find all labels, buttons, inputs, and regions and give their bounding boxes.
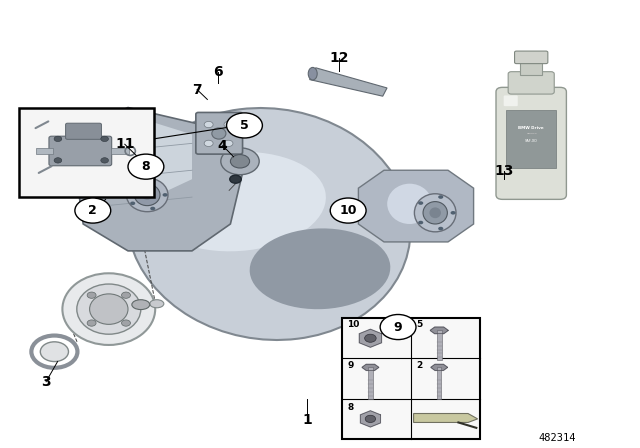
Circle shape	[438, 195, 444, 199]
Bar	[36, 148, 54, 154]
Ellipse shape	[387, 184, 432, 224]
Polygon shape	[359, 329, 381, 347]
Circle shape	[418, 201, 423, 205]
Text: 8: 8	[141, 160, 150, 173]
Text: 6: 6	[212, 65, 223, 79]
Text: 4: 4	[218, 138, 228, 153]
Circle shape	[150, 207, 156, 210]
Circle shape	[330, 198, 366, 223]
Polygon shape	[413, 414, 477, 422]
Circle shape	[365, 334, 376, 342]
Ellipse shape	[212, 128, 226, 139]
Circle shape	[224, 121, 233, 128]
Text: SAF-XO: SAF-XO	[525, 139, 538, 143]
FancyBboxPatch shape	[66, 123, 101, 139]
Ellipse shape	[63, 273, 156, 345]
Circle shape	[204, 121, 213, 128]
FancyBboxPatch shape	[49, 136, 112, 166]
Text: 10: 10	[339, 204, 357, 217]
Polygon shape	[360, 411, 380, 427]
Ellipse shape	[40, 342, 68, 362]
Text: 10: 10	[348, 320, 360, 329]
Text: 8: 8	[348, 403, 354, 412]
Circle shape	[204, 140, 213, 146]
Polygon shape	[310, 68, 387, 96]
Circle shape	[87, 320, 96, 326]
Bar	[111, 148, 129, 154]
Circle shape	[130, 202, 135, 205]
Circle shape	[87, 292, 96, 298]
Circle shape	[438, 227, 444, 230]
Text: 2: 2	[417, 361, 422, 370]
Circle shape	[122, 320, 131, 326]
Circle shape	[128, 154, 164, 179]
Bar	[19, 108, 154, 197]
Text: 3: 3	[41, 375, 51, 389]
Bar	[520, 61, 542, 75]
Text: 482314: 482314	[538, 433, 575, 443]
Circle shape	[122, 292, 131, 298]
Polygon shape	[430, 327, 448, 334]
Circle shape	[418, 221, 423, 224]
Ellipse shape	[150, 300, 164, 308]
FancyBboxPatch shape	[504, 95, 518, 106]
Polygon shape	[362, 364, 379, 370]
Text: 9: 9	[348, 361, 354, 370]
Ellipse shape	[127, 178, 168, 212]
FancyBboxPatch shape	[196, 112, 243, 154]
Circle shape	[130, 185, 135, 188]
Circle shape	[380, 314, 416, 340]
Ellipse shape	[221, 148, 259, 175]
Polygon shape	[96, 116, 192, 197]
FancyBboxPatch shape	[508, 72, 554, 94]
Ellipse shape	[127, 108, 410, 340]
Ellipse shape	[230, 175, 241, 183]
Ellipse shape	[415, 194, 456, 232]
Ellipse shape	[148, 152, 326, 251]
Text: 5: 5	[240, 119, 249, 132]
Circle shape	[75, 198, 111, 223]
Circle shape	[451, 211, 456, 215]
Circle shape	[150, 180, 156, 183]
Text: 12: 12	[330, 51, 349, 65]
Ellipse shape	[77, 284, 141, 334]
Circle shape	[101, 158, 109, 163]
Circle shape	[365, 415, 376, 422]
Text: 9: 9	[394, 320, 403, 334]
Polygon shape	[358, 170, 474, 242]
Ellipse shape	[132, 300, 150, 310]
Circle shape	[227, 113, 262, 138]
Ellipse shape	[230, 155, 250, 168]
Circle shape	[54, 158, 62, 163]
Text: 2: 2	[88, 204, 97, 217]
Ellipse shape	[308, 67, 317, 80]
Bar	[506, 110, 556, 168]
Ellipse shape	[134, 184, 160, 206]
Circle shape	[54, 136, 62, 142]
Polygon shape	[431, 364, 447, 370]
Text: 1: 1	[302, 413, 312, 427]
FancyBboxPatch shape	[515, 51, 548, 64]
Ellipse shape	[250, 228, 390, 309]
Bar	[368, 367, 372, 399]
Circle shape	[163, 193, 168, 197]
Circle shape	[101, 136, 109, 142]
Ellipse shape	[141, 190, 153, 200]
Bar	[437, 367, 442, 399]
Ellipse shape	[429, 207, 441, 218]
Circle shape	[224, 140, 233, 146]
Text: 7: 7	[192, 82, 202, 97]
Text: 13: 13	[494, 164, 513, 178]
Polygon shape	[77, 108, 243, 251]
Text: 5: 5	[417, 320, 422, 329]
Ellipse shape	[423, 202, 447, 224]
Text: BMW Drive: BMW Drive	[518, 126, 544, 129]
Bar	[342, 318, 480, 439]
Bar	[436, 331, 442, 359]
Text: 11: 11	[115, 137, 134, 151]
Ellipse shape	[90, 294, 128, 324]
FancyBboxPatch shape	[496, 87, 566, 199]
Text: ─────: ─────	[526, 133, 536, 136]
